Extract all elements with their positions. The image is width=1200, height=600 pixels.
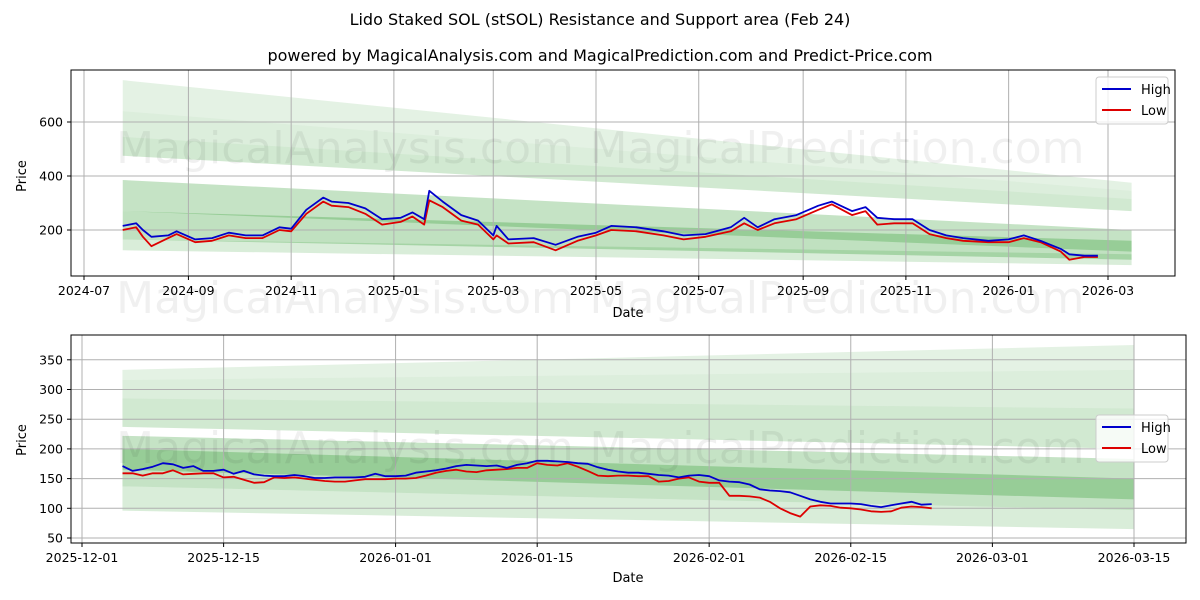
bottom-axes-frame bbox=[70, 334, 1187, 544]
watermark-prediction: MagicalPrediction.com bbox=[590, 273, 1085, 324]
band-outer-support bbox=[122, 239, 1132, 266]
band-support-1 bbox=[122, 180, 1132, 252]
x-tick-label: 2025-07 bbox=[673, 283, 725, 298]
band-outer-resistance bbox=[122, 344, 1134, 380]
watermark-prediction: MagicalPrediction.com bbox=[590, 123, 1085, 174]
x-tick-label: 2026-02-01 bbox=[673, 550, 746, 565]
x-tick-label: 2025-01 bbox=[368, 283, 420, 298]
bottom-legend: High Low bbox=[1095, 414, 1171, 463]
legend-low-label: Low bbox=[1141, 104, 1167, 119]
low-price-line bbox=[122, 462, 932, 518]
chart-subtitle: powered by MagicalAnalysis.com and Magic… bbox=[267, 46, 933, 65]
x-tick-label: 2024-11 bbox=[265, 283, 317, 298]
y-tick-label: 50 bbox=[47, 531, 63, 546]
low-price-line bbox=[122, 199, 1098, 261]
bottom-chart: MagicalAnalysis.com MagicalPrediction.co… bbox=[15, 334, 1187, 586]
x-tick-label: 2025-12-01 bbox=[46, 550, 119, 565]
high-price-line bbox=[122, 189, 1098, 257]
top-chart: MagicalAnalysis.com MagicalPrediction.co… bbox=[15, 69, 1176, 324]
y-tick-label: 300 bbox=[39, 382, 63, 397]
band-resistance-1 bbox=[122, 398, 1134, 449]
x-tick-label: 2024-07 bbox=[58, 283, 110, 298]
x-tick-label: 2026-01 bbox=[983, 283, 1035, 298]
top-legend: High Low bbox=[1095, 76, 1171, 125]
top-axes-frame bbox=[70, 69, 1176, 277]
band-resistance-1 bbox=[122, 136, 1132, 212]
x-tick-label: 2025-12-15 bbox=[187, 550, 260, 565]
bottom-grid bbox=[71, 335, 1186, 543]
top-price-lines bbox=[122, 189, 1098, 261]
y-tick-label: 350 bbox=[39, 352, 63, 367]
legend-low-label: Low bbox=[1141, 442, 1167, 457]
y-tick-label: 100 bbox=[39, 501, 63, 516]
x-tick-label: 2026-01-01 bbox=[359, 550, 432, 565]
top-y-axis-label: Price bbox=[15, 160, 30, 192]
legend-high-label: High bbox=[1141, 83, 1171, 98]
x-tick-label: 2025-11 bbox=[880, 283, 932, 298]
watermark-prediction: MagicalPrediction.com bbox=[590, 423, 1085, 474]
band-support-2 bbox=[122, 211, 1132, 260]
chart-title: Lido Staked SOL (stSOL) Resistance and S… bbox=[349, 10, 851, 29]
y-tick-label: 200 bbox=[39, 223, 63, 238]
bottom-x-axis-label: Date bbox=[612, 571, 643, 586]
bottom-axis-ticks: 2025-12-01 2025-12-15 2026-01-01 2026-01-15… bbox=[39, 352, 1170, 565]
band-resistance-2 bbox=[122, 111, 1132, 199]
y-tick-label: 150 bbox=[39, 471, 63, 486]
bottom-y-axis-label: Price bbox=[15, 424, 30, 456]
x-tick-label: 2025-05 bbox=[570, 283, 622, 298]
band-outer-support bbox=[122, 486, 1134, 530]
x-tick-label: 2025-03 bbox=[467, 283, 519, 298]
top-axis-ticks: 2024-07 2024-09 2024-11 2025-01 2025-03 2025-… bbox=[39, 115, 1134, 299]
band-outer-resistance bbox=[122, 80, 1132, 191]
x-tick-label: 2026-03-15 bbox=[1098, 550, 1171, 565]
top-x-axis-label: Date bbox=[612, 306, 643, 321]
bottom-support-resistance-bands bbox=[122, 344, 1134, 530]
x-tick-label: 2026-01-15 bbox=[501, 550, 574, 565]
watermark-analysis: MagicalAnalysis.com bbox=[116, 123, 574, 174]
y-tick-label: 400 bbox=[39, 169, 63, 184]
x-tick-label: 2026-02-15 bbox=[814, 550, 887, 565]
x-tick-label: 2026-03 bbox=[1082, 283, 1134, 298]
bottom-price-lines bbox=[122, 459, 932, 518]
y-tick-label: 250 bbox=[39, 412, 63, 427]
high-price-line bbox=[122, 459, 932, 509]
y-tick-label: 600 bbox=[39, 115, 63, 130]
band-support-2 bbox=[122, 448, 1134, 500]
top-support-resistance-bands bbox=[122, 80, 1132, 266]
legend-high-label: High bbox=[1141, 421, 1171, 436]
watermark-analysis: MagicalAnalysis.com bbox=[116, 273, 574, 324]
top-grid bbox=[71, 70, 1175, 276]
x-tick-label: 2024-09 bbox=[162, 283, 214, 298]
x-tick-label: 2026-03-01 bbox=[956, 550, 1029, 565]
y-tick-label: 200 bbox=[39, 441, 63, 456]
x-tick-label: 2025-09 bbox=[777, 283, 829, 298]
watermark-analysis: MagicalAnalysis.com bbox=[116, 423, 574, 474]
